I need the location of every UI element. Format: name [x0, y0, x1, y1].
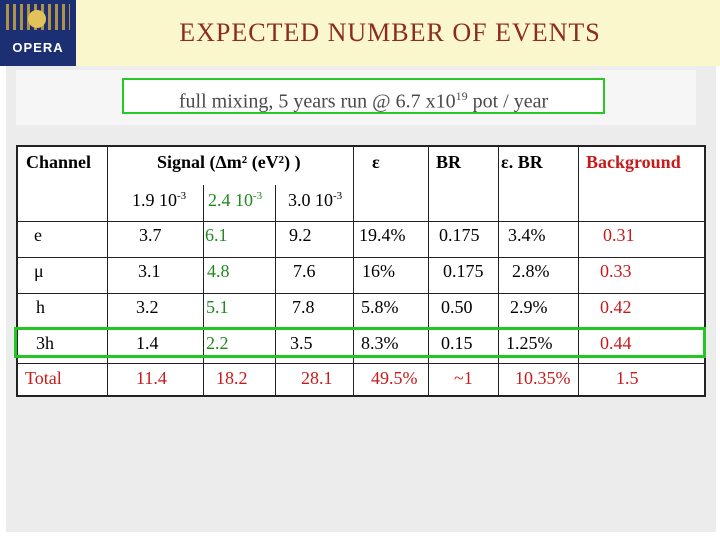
total-signal-1: 11.4 — [136, 368, 167, 388]
row-h-channel: h — [36, 297, 45, 317]
subtitle-exponent: 19 — [455, 89, 468, 103]
header-channel: Channel — [26, 152, 92, 172]
total-eff-br: 10.35% — [515, 368, 571, 388]
row-3h-background: 0.44 — [600, 333, 632, 353]
header-eps-br: ε. BR — [501, 152, 543, 172]
row-mu-br: 0.175 — [443, 261, 484, 281]
row-3h-highlight — [14, 327, 706, 358]
events-table: Channel Signal (Δm² (eV²) ) ε BR ε. BR B… — [16, 145, 706, 397]
row-h-eff-br: 2.9% — [510, 297, 548, 317]
row-3h-channel: 3h — [36, 333, 54, 353]
row-e-background: 0.31 — [603, 225, 635, 245]
row-mu-background: 0.33 — [600, 261, 632, 281]
row-e-signal-2: 6.1 — [205, 225, 228, 245]
subtitle-text-end: pot / year — [467, 90, 549, 113]
row-3h-eff-br: 1.25% — [506, 333, 553, 353]
opera-logo: OPERA — [0, 0, 76, 66]
dm2-value-1: 1.9 10-3 — [132, 190, 187, 210]
row-3h-efficiency: 8.3% — [361, 333, 399, 353]
row-h-background: 0.42 — [600, 297, 632, 317]
header-background: Background — [586, 152, 681, 172]
row-h-br: 0.50 — [441, 297, 473, 317]
row-e-eff-br: 3.4% — [508, 225, 546, 245]
dm2-value-3: 3.0 10-3 — [288, 190, 343, 210]
row-3h-signal-3: 3.5 — [290, 333, 313, 353]
logo-text: OPERA — [12, 40, 64, 55]
row-h-signal-1: 3.2 — [136, 297, 159, 317]
row-mu-signal-3: 7.6 — [293, 261, 316, 281]
row-mu-eff-br: 2.8% — [512, 261, 550, 281]
header-epsilon: ε — [372, 152, 380, 172]
total-efficiency: 49.5% — [371, 368, 418, 388]
dm2-value-2: 2.4 10-3 — [208, 190, 263, 210]
row-e-channel: e — [34, 225, 42, 245]
row-h-signal-3: 7.8 — [292, 297, 315, 317]
row-e-efficiency: 19.4% — [359, 225, 406, 245]
total-signal-3: 28.1 — [301, 368, 333, 388]
page-title: EXPECTED NUMBER OF EVENTS — [179, 18, 601, 47]
subtitle-text: full mixing, 5 years run @ 6.7 x10 — [178, 90, 456, 113]
row-e-signal-3: 9.2 — [289, 225, 312, 245]
row-mu-signal-2: 4.8 — [207, 261, 230, 281]
header-bar: OPERA EXPECTED NUMBER OF EVENTS — [0, 0, 720, 66]
row-mu-channel: μ — [34, 261, 44, 281]
row-3h-br: 0.15 — [441, 333, 473, 353]
row-3h-signal-2: 2.2 — [206, 333, 229, 353]
total-label: Total — [25, 368, 62, 388]
row-3h-signal-1: 1.4 — [136, 333, 159, 353]
header-signal: Signal (Δm² (eV²) ) — [157, 152, 301, 172]
row-mu-signal-1: 3.1 — [138, 261, 161, 281]
row-e-signal-1: 3.7 — [139, 225, 162, 245]
subtitle-box: full mixing, 5 years run @ 6.7 x1019 pot… — [122, 78, 605, 114]
total-br: ~1 — [454, 368, 473, 388]
total-background: 1.5 — [616, 368, 639, 388]
header-br: BR — [436, 152, 462, 172]
row-mu-efficiency: 16% — [362, 261, 395, 281]
row-h-signal-2: 5.1 — [206, 297, 229, 317]
row-e-br: 0.175 — [439, 225, 480, 245]
row-h-efficiency: 5.8% — [361, 297, 399, 317]
logo-emblem — [28, 10, 46, 28]
total-signal-2: 18.2 — [216, 368, 248, 388]
